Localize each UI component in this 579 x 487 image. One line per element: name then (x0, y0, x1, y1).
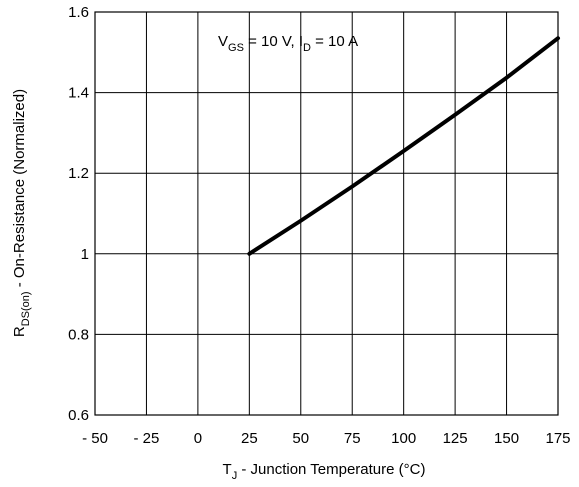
x-tick-label: 0 (194, 430, 202, 447)
y-tick-labels: 0.6 0.8 1 1.2 1.4 1.6 (68, 4, 89, 424)
y-tick-label: 1.6 (68, 4, 89, 21)
plot-frame (94, 11, 559, 416)
x-tick-label: 125 (443, 430, 468, 447)
series-line (247, 36, 560, 256)
x-tick-label: - 50 (82, 430, 108, 447)
x-tick-label: 175 (545, 430, 570, 447)
x-tick-label: 150 (494, 430, 519, 447)
y-tick-label: 0.6 (68, 407, 89, 424)
test-conditions-annotation: VGS = 10 V, ID = 10 A (218, 33, 358, 54)
y-tick-label: 1.4 (68, 85, 89, 102)
x-tick-label: 25 (241, 430, 258, 447)
grid (94, 11, 559, 416)
x-tick-label: 100 (391, 430, 416, 447)
x-tick-label: - 25 (134, 430, 160, 447)
y-axis-title: RDS(on) - On-Resistance (Normalized) (11, 89, 32, 337)
x-tick-labels: - 50 - 25 0 25 50 75 100 125 150 175 (82, 430, 570, 447)
x-tick-label: 50 (292, 430, 309, 447)
x-axis-title: TJ - Junction Temperature (°C) (223, 461, 426, 482)
x-tick-label: 75 (344, 430, 361, 447)
y-tick-label: 1 (81, 246, 89, 263)
y-tick-label: 1.2 (68, 165, 89, 182)
y-tick-label: 0.8 (68, 326, 89, 343)
